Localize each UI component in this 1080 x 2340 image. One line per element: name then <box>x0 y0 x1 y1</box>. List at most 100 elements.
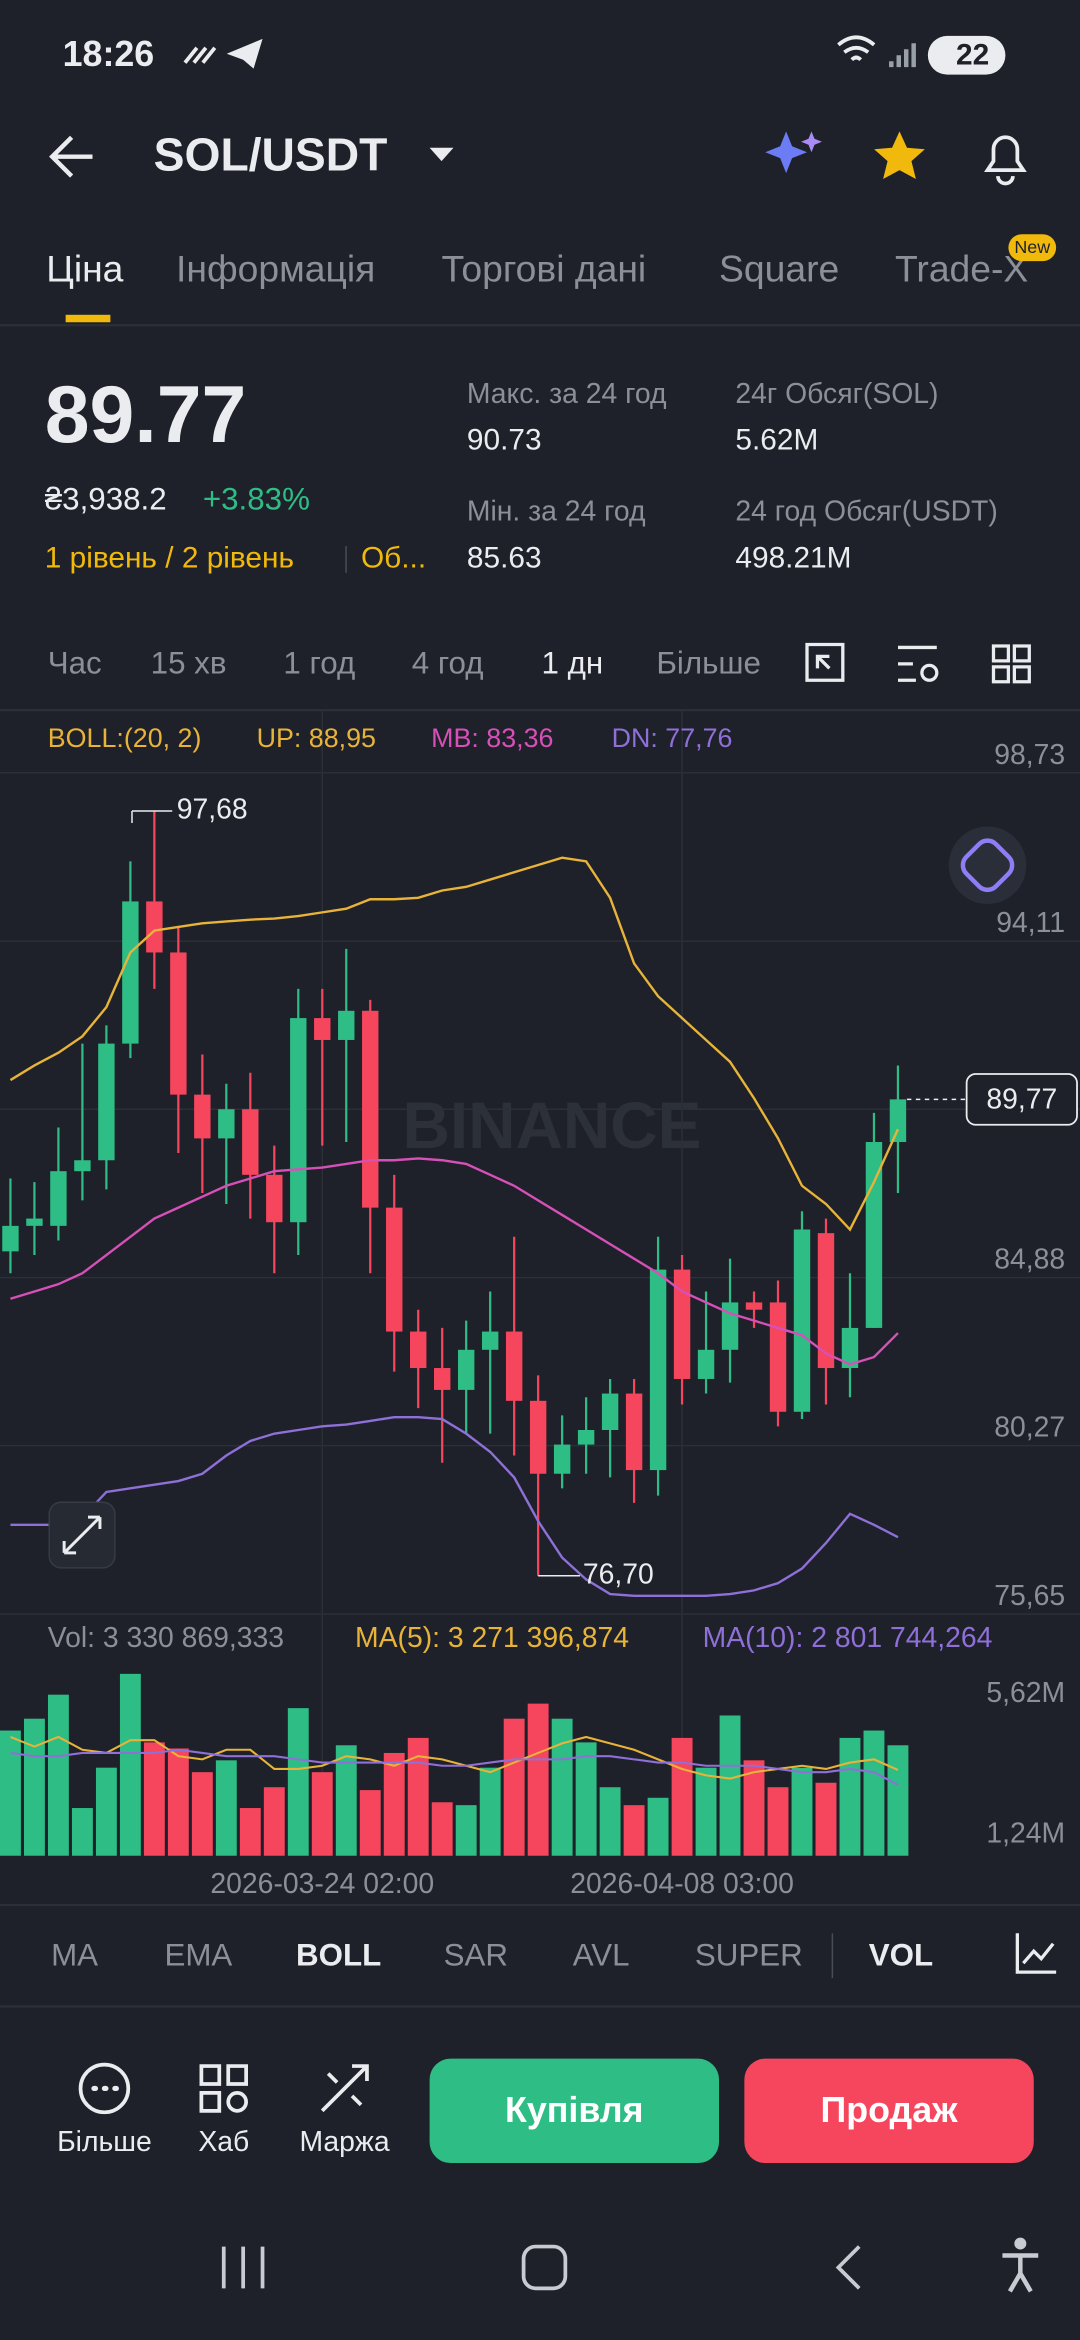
candle-body <box>481 1331 499 1350</box>
volume-bar <box>815 1782 837 1856</box>
legend-entry: MA(10): 2 801 744,264 <box>703 1622 993 1654</box>
volume-bar <box>311 1772 333 1856</box>
layout-icon[interactable] <box>991 644 1031 684</box>
candle-body <box>74 1160 91 1172</box>
sell-button[interactable] <box>744 2058 1034 2164</box>
volume-bar <box>695 1767 717 1856</box>
nav-accessibility[interactable] <box>1014 2237 1027 2250</box>
volume-bar <box>863 1730 885 1856</box>
margin-icon[interactable] <box>320 2064 369 2113</box>
pair-dropdown[interactable] <box>429 147 454 162</box>
assistant-button[interactable] <box>948 826 1027 905</box>
indicator-tab[interactable]: MA <box>51 1937 98 1972</box>
settings-icon[interactable] <box>898 645 937 682</box>
candle-body <box>218 1109 235 1139</box>
tab[interactable]: Square <box>719 247 839 289</box>
hub-icon[interactable] <box>199 2064 248 2113</box>
interval[interactable]: Час <box>48 646 102 681</box>
volume-bar <box>527 1703 549 1856</box>
volume-bar <box>839 1737 861 1856</box>
indicator-settings[interactable] <box>1015 1933 1057 1974</box>
stat-value: 85.63 <box>467 541 542 574</box>
volume-bar <box>335 1745 357 1856</box>
candle-body <box>2 1225 19 1252</box>
battery-level: 22 <box>956 39 989 72</box>
more-link[interactable]: Об... <box>361 541 426 574</box>
action-label[interactable]: Більше <box>57 2126 152 2158</box>
interval[interactable]: 1 год <box>283 646 355 681</box>
indicator-tab[interactable]: SAR <box>444 1937 508 1972</box>
signal-icon <box>183 46 217 64</box>
order-book-levels[interactable]: 1 рівень / 2 рівень <box>45 541 294 574</box>
fullscreen-icon <box>62 1515 102 1555</box>
hub-icon-circle <box>226 2091 248 2113</box>
legend-entry: DN: 77,76 <box>612 723 733 753</box>
candle-body <box>889 1099 907 1143</box>
boll-line <box>10 1416 899 1598</box>
volume-bar <box>191 1772 213 1856</box>
favorite-star[interactable] <box>874 131 925 180</box>
action-label[interactable]: Маржа <box>300 2126 390 2158</box>
indicator-tab[interactable]: AVL <box>573 1937 630 1972</box>
y-tick-label: 80,27 <box>994 1412 1065 1444</box>
boll-line <box>9 856 900 1232</box>
buy-label[interactable]: Купівля <box>505 2090 643 2130</box>
candle-body <box>266 1174 283 1223</box>
candle-body <box>817 1233 835 1369</box>
volume-bar <box>767 1787 789 1856</box>
volume-bar <box>455 1805 477 1856</box>
indicator-tab[interactable]: EMA <box>164 1937 232 1972</box>
depth-icon[interactable] <box>805 642 845 682</box>
sell-label[interactable]: Продаж <box>821 2090 959 2130</box>
interval[interactable]: 1 дн <box>541 646 603 681</box>
x-tick-label: 2026-03-24 02:00 <box>210 1868 434 1900</box>
indicator-tab[interactable]: BOLL <box>296 1937 381 1972</box>
candle-body <box>697 1349 715 1379</box>
interval[interactable]: 4 год <box>412 646 484 681</box>
tab[interactable]: Торгові дані <box>442 247 647 289</box>
indicator-tab[interactable]: VOL <box>869 1937 933 1972</box>
nav-home[interactable] <box>521 2244 568 2291</box>
clock: 18:26 <box>63 34 155 74</box>
nav-recents[interactable] <box>221 2246 265 2289</box>
tab[interactable]: Ціна <box>46 247 123 289</box>
tab-underline <box>65 314 111 323</box>
tab[interactable]: Інформація <box>176 247 375 289</box>
y-tick-label: 94,11 <box>996 907 1065 939</box>
new-badge <box>1008 234 1057 262</box>
candle-body <box>194 1094 211 1139</box>
bell-icon[interactable] <box>984 135 1027 186</box>
candle-body <box>841 1327 859 1369</box>
volume-bar <box>647 1797 669 1856</box>
nav-back[interactable] <box>835 2245 861 2290</box>
tab[interactable]: Trade-X <box>895 247 1028 289</box>
volume-bar <box>743 1760 765 1856</box>
stats: Макс. за 24 год 90.73 24г Обсяг(SOL) 5.62M М… <box>467 378 998 574</box>
y-tick-label: 75,65 <box>994 1580 1065 1612</box>
pair-title[interactable]: SOL/USDT <box>154 128 388 180</box>
volume-bar <box>287 1708 309 1856</box>
indicator-tabs: MA EMA BOLL SAR AVL SUPER VOL <box>51 1937 933 1972</box>
tabs: Ціна Інформація Торгові дані Square Trade-X <box>46 247 1028 289</box>
volume-bar <box>239 1808 261 1856</box>
action-label[interactable]: Хаб <box>198 2126 249 2158</box>
candle-body <box>338 1010 355 1040</box>
stat-label: Макс. за 24 год <box>467 378 667 410</box>
back-button[interactable] <box>49 135 93 178</box>
assistant-icon <box>960 838 1015 893</box>
ai-icon[interactable] <box>765 131 808 174</box>
interval[interactable]: Більше <box>656 646 761 681</box>
interval[interactable]: 15 хв <box>151 646 227 681</box>
cell-icon <box>889 43 916 68</box>
volume-bar <box>167 1748 189 1856</box>
candle-body <box>625 1393 643 1471</box>
indicator-tab[interactable]: SUPER <box>695 1937 803 1972</box>
buy-button[interactable] <box>429 2058 720 2164</box>
volume-bar <box>0 1730 21 1856</box>
wifi-icon <box>837 35 876 62</box>
more-icon[interactable] <box>78 2062 131 2115</box>
legend-entry: Vol: 3 330 869,333 <box>48 1622 284 1654</box>
